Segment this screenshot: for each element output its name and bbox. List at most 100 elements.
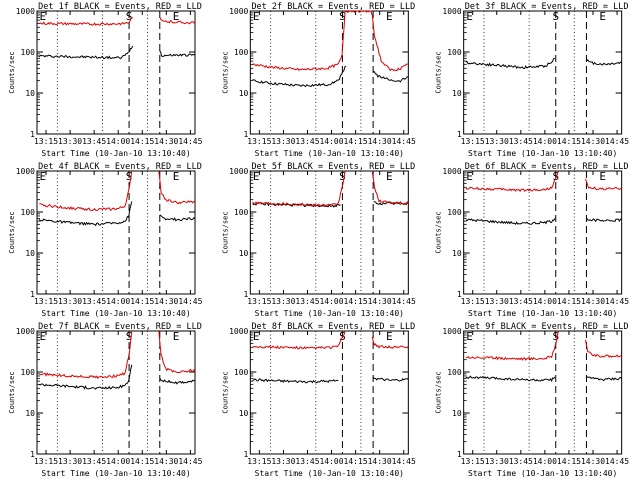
y-axis-label: Counts/sec [435,371,443,413]
y-tick-label: 10 [239,249,249,258]
y-axis-label: Counts/sec [221,211,229,253]
y-tick-label: 1000 [442,167,461,176]
x-tick-label: 14:45 [392,137,416,146]
x-tick-label: 14:15 [344,137,368,146]
x-tick-label: 13:15 [247,297,271,306]
x-tick-label: 13:30 [271,297,295,306]
marker-label: E [466,330,473,343]
plot-frame [249,330,409,455]
x-tick-label: 13:30 [485,457,509,466]
y-tick-label: 10 [25,409,35,418]
x-tick-label: 14:45 [605,297,629,306]
y-axis-label: Counts/sec [221,51,229,93]
plot-frame [36,10,196,135]
x-tick-label: 13:15 [247,457,271,466]
y-tick-label: 10 [452,409,462,418]
x-tick-label: 14:30 [581,137,605,146]
marker-label: E [173,10,180,23]
marker-label: S [552,330,559,343]
lld-line [158,330,196,373]
x-tick-label: 14:45 [392,457,416,466]
x-tick-label: 14:45 [178,457,202,466]
events-line [586,59,622,66]
x-tick-label: 13:15 [461,457,485,466]
y-tick-label: 1000 [229,167,248,176]
y-tick-label: 10 [452,249,462,258]
marker-label: S [339,170,346,183]
marker-label: E [466,10,473,23]
x-tick-label: 14:00 [319,297,343,306]
y-tick-label: 100 [21,48,36,57]
lld-line [252,10,373,72]
panel-title: Det 2f BLACK = Events, RED = LLD [251,2,415,12]
x-tick-label: 13:15 [247,137,271,146]
lld-line [38,330,133,380]
events-line [465,375,556,383]
y-axis-label: Counts/sec [8,51,16,93]
lld-line [465,330,559,361]
y-tick-label: 1 [244,450,249,459]
x-tick-label: 14:15 [130,297,154,306]
x-tick-label: 14:00 [533,137,557,146]
y-tick-label: 1000 [229,327,248,336]
events-line [38,201,133,227]
y-axis-label: Counts/sec [8,211,16,253]
x-tick-label: 13:15 [34,457,58,466]
marker-label: E [599,10,606,23]
lld-line [252,330,346,350]
x-tick-label: 13:30 [271,137,295,146]
y-tick-label: 100 [234,48,249,57]
lld-line [585,339,622,358]
y-tick-label: 10 [25,249,35,258]
marker-label: E [386,330,393,343]
events-line [465,218,556,225]
x-tick-label: 13:30 [271,457,295,466]
marker-label: S [126,170,133,183]
x-tick-label: 13:45 [82,297,106,306]
x-tick-label: 13:30 [485,297,509,306]
x-tick-label: 13:30 [58,137,82,146]
x-tick-label: 13:30 [58,297,82,306]
marker-label: S [552,10,559,23]
x-tick-label: 14:15 [344,457,368,466]
plot-frame [463,330,623,455]
marker-label: E [386,170,393,183]
x-axis-label: Start Time (10-Jan-10 13:10:40) [255,149,404,158]
marker-label: E [253,330,260,343]
events-line [465,57,555,69]
y-tick-label: 100 [21,368,36,377]
x-tick-label: 14:30 [581,297,605,306]
events-line [586,376,622,382]
y-axis-label: Counts/sec [221,371,229,413]
y-tick-label: 100 [21,208,36,217]
y-axis-label: Counts/sec [8,371,16,413]
marker-label: E [253,10,260,23]
x-tick-label: 14:15 [557,457,581,466]
y-tick-label: 1 [244,130,249,139]
x-tick-label: 14:45 [178,137,202,146]
lld-line [371,172,409,205]
plot-frame [463,170,623,295]
marker-label: E [40,170,47,183]
x-tick-label: 14:00 [533,457,557,466]
x-axis-label: Start Time (10-Jan-10 13:10:40) [468,469,617,478]
events-line [372,376,409,382]
panel-title: Det 7f BLACK = Events, RED = LLD [38,322,202,332]
marker-label: E [466,170,473,183]
y-tick-label: 100 [234,368,249,377]
y-tick-label: 1 [244,290,249,299]
x-tick-label: 14:30 [368,457,392,466]
y-axis-label: Counts/sec [435,211,443,253]
lld-line [371,336,409,349]
x-tick-label: 13:45 [295,137,319,146]
y-axis-label: Counts/sec [435,51,443,93]
x-tick-label: 14:00 [319,457,343,466]
y-tick-label: 10 [25,89,35,98]
